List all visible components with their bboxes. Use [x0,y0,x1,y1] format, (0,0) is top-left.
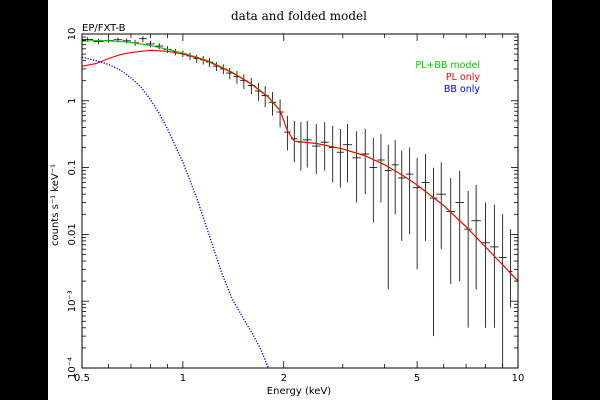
data-point [436,162,446,250]
data-point [122,38,131,44]
y-tick-label: 1 [67,98,78,104]
data-point [391,139,399,215]
series-line-bb-only [82,56,270,368]
legend-entry: BB only [444,84,481,95]
y-tick-label: 10 [67,28,78,41]
x-tick-label: 5 [414,373,420,384]
chart-title: data and folded model [231,9,367,23]
data-point [139,36,147,42]
data-point [369,137,378,223]
data-point [377,133,385,203]
x-axis-label: Energy (keV) [267,386,332,397]
plot-frame [81,33,519,369]
data-point [481,202,490,328]
y-tick-label: 10⁻⁴ [67,357,78,379]
data-points [82,36,513,368]
x-tick-label: 1 [180,373,186,384]
data-point [421,153,430,241]
data-point [342,123,353,183]
data-point [405,147,414,235]
data-point [311,123,321,175]
data-point [145,40,155,48]
x-tick-label: 10 [512,373,525,384]
y-tick-label: 10⁻³ [67,290,78,312]
data-point [290,120,298,163]
data-point [384,144,392,290]
data-point [93,39,104,45]
series-line-pl-only [82,49,518,282]
data-point [283,115,291,151]
data-point [155,43,164,50]
axes: 0.5 1 2 5 10 10 1 0.1 0.01 10⁻³ 10⁻⁴ [67,28,524,384]
x-tick-label: 0.5 [74,373,90,384]
data-point [302,120,312,168]
data-point [490,204,499,328]
y-axis-label: counts s⁻¹ keV⁻¹ [50,164,61,246]
plot-area [82,36,518,368]
data-point [361,128,370,195]
y-tick-label: 0.01 [67,223,78,245]
legend-entry: PL only [446,72,481,83]
legend-entry: PL+BB model [415,60,480,71]
data-point [455,170,464,282]
data-point [336,128,344,188]
instrument-label: EP/FXT-B [82,23,126,34]
data-point [320,122,329,171]
data-point [352,131,361,203]
data-point [498,214,507,368]
x-tick-label: 2 [281,373,287,384]
y-tick-label: 0.1 [67,160,78,176]
data-point [397,150,406,241]
